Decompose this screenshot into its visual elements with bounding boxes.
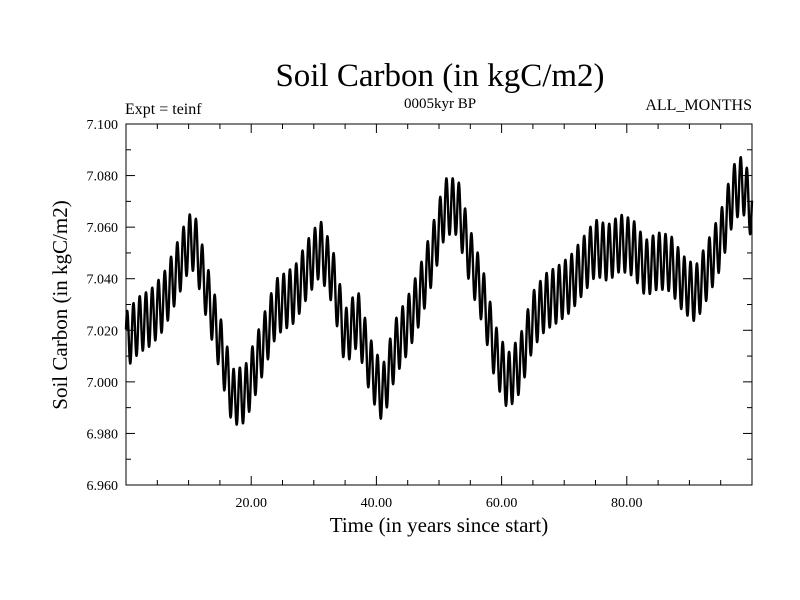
x-tick-label: 20.00	[235, 496, 267, 511]
x-tick-label: 60.00	[486, 496, 518, 511]
period-label: 0005kyr BP	[404, 96, 476, 112]
soil-carbon-series-line	[124, 156, 754, 426]
y-tick-label: 7.060	[87, 221, 119, 236]
plot-frame	[125, 123, 753, 486]
y-tick-label: 7.020	[87, 324, 119, 339]
months-label: ALL_MONTHS	[645, 97, 752, 114]
x-tick-label: 80.00	[611, 496, 643, 511]
y-tick-label: 7.040	[87, 273, 119, 288]
experiment-label: Expt = teinf	[125, 101, 202, 118]
y-axis-ticks: 6.960 6.980 7.000 7.020 7.040 7.060 7.080 7.100	[87, 118, 752, 494]
y-tick-label: 7.100	[87, 118, 119, 133]
y-tick-label: 6.980	[87, 427, 119, 442]
x-axis-label: Time (in years since start)	[330, 513, 549, 537]
x-axis-ticks: 20.00 40.00 60.00 80.00	[156, 124, 722, 511]
x-tick-label: 40.00	[361, 496, 393, 511]
y-tick-label: 6.960	[87, 479, 119, 494]
chart-title: Soil Carbon (in kgC/m2)	[275, 58, 604, 94]
y-axis-label: Soil Carbon (in kgC/m2)	[48, 200, 72, 409]
y-tick-label: 7.080	[87, 170, 119, 185]
y-tick-label: 7.000	[87, 376, 119, 391]
